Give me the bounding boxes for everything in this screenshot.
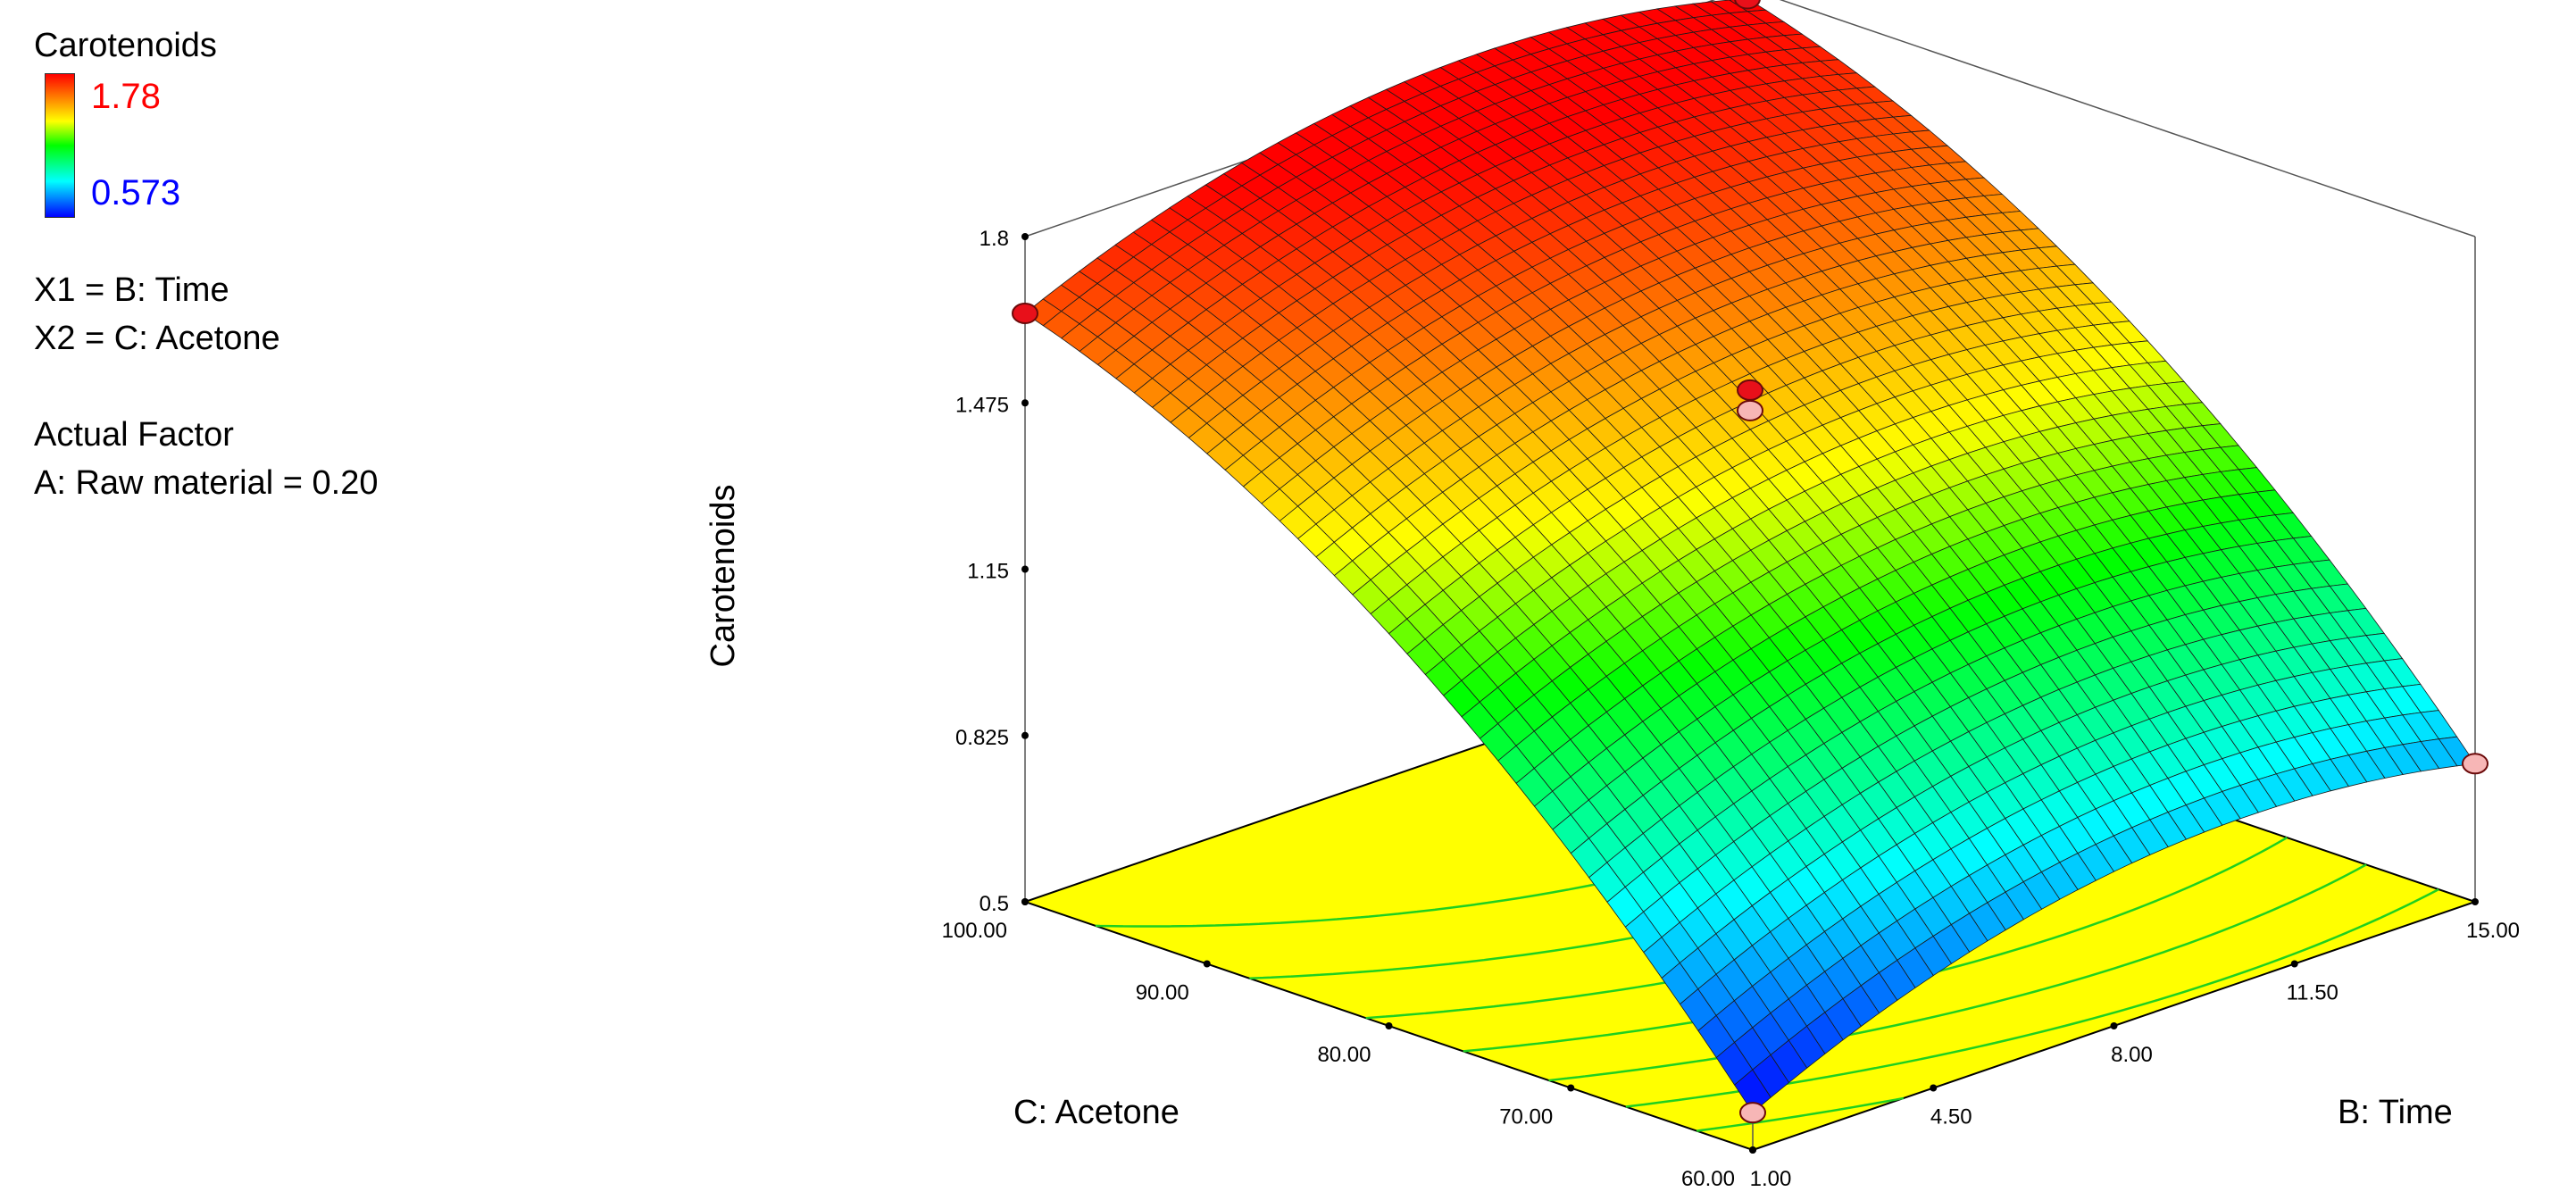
z-axis-label: Carotenoids	[704, 485, 742, 668]
design-points	[1012, 0, 2488, 1124]
contour-line	[1625, 888, 2439, 1108]
y-tick-label: 60.00	[1681, 1167, 1735, 1191]
y-tick-mark	[1203, 960, 1211, 968]
y-tick-mark	[1567, 1084, 1575, 1092]
design-point	[2462, 753, 2488, 775]
design-point	[1012, 302, 1038, 324]
z-tick-mark	[1021, 399, 1029, 407]
y-axis-label: C: Acetone	[1013, 1094, 1180, 1131]
colorbar	[45, 73, 75, 218]
axes: 0.5 0.825 1.15 1.475 1.8 1.00 4.50 8.00 11.50 15.…	[942, 227, 2520, 1191]
design-point	[1737, 399, 1763, 421]
surface-cell	[1734, 1069, 1772, 1113]
design-point	[1737, 379, 1763, 401]
legend-max-label: 1.78	[91, 77, 161, 116]
x-tick-mark	[1930, 1084, 1938, 1092]
y-tick-mark	[1749, 1146, 1756, 1154]
z-tick-mark	[1021, 565, 1029, 573]
x-tick-label: 15.00	[2466, 919, 2520, 943]
z-tick-label: 0.5	[980, 892, 1009, 916]
x-tick-label: 11.50	[2287, 981, 2338, 1005]
z-tick-label: 1.15	[967, 560, 1009, 584]
legend: Carotenoids 1.78 0.573 X1 = B: Time X2 =…	[0, 0, 625, 554]
y-tick-label: 80.00	[1317, 1043, 1371, 1067]
z-tick-mark	[1021, 233, 1029, 240]
z-tick-label: 1.475	[955, 393, 1009, 417]
legend-title: Carotenoids	[34, 27, 217, 64]
x1-factor-label: X1 = B: Time	[34, 271, 229, 309]
x-axis-label: B: Time	[2338, 1094, 2453, 1131]
response-surface	[1024, 0, 2476, 1113]
z-tick-mark	[1021, 731, 1029, 739]
actual-factor-value: A: Raw material = 0.20	[34, 464, 379, 502]
x-tick-label: 4.50	[1930, 1105, 1972, 1129]
x-tick-label: 8.00	[2111, 1043, 2153, 1067]
actual-factor-title: Actual Factor	[34, 416, 234, 454]
box-edge	[1779, 0, 2476, 238]
design-point	[1734, 0, 1761, 10]
x-tick-mark	[2472, 898, 2479, 905]
y-tick-label: 70.00	[1499, 1105, 1553, 1129]
y-tick-mark	[1021, 898, 1029, 905]
y-tick-label: 100.00	[942, 919, 1007, 943]
y-tick-label: 90.00	[1136, 981, 1189, 1005]
x-tick-label: 1.00	[1750, 1167, 1792, 1191]
x2-factor-label: X2 = C: Acetone	[34, 320, 280, 357]
z-tick-label: 1.8	[980, 227, 1009, 251]
y-tick-mark	[1385, 1022, 1393, 1029]
design-point	[1739, 1102, 1766, 1124]
legend-min-label: 0.573	[91, 173, 181, 212]
x-tick-mark	[2110, 1022, 2118, 1029]
x-tick-mark	[2290, 960, 2298, 968]
z-tick-label: 0.825	[955, 726, 1009, 750]
